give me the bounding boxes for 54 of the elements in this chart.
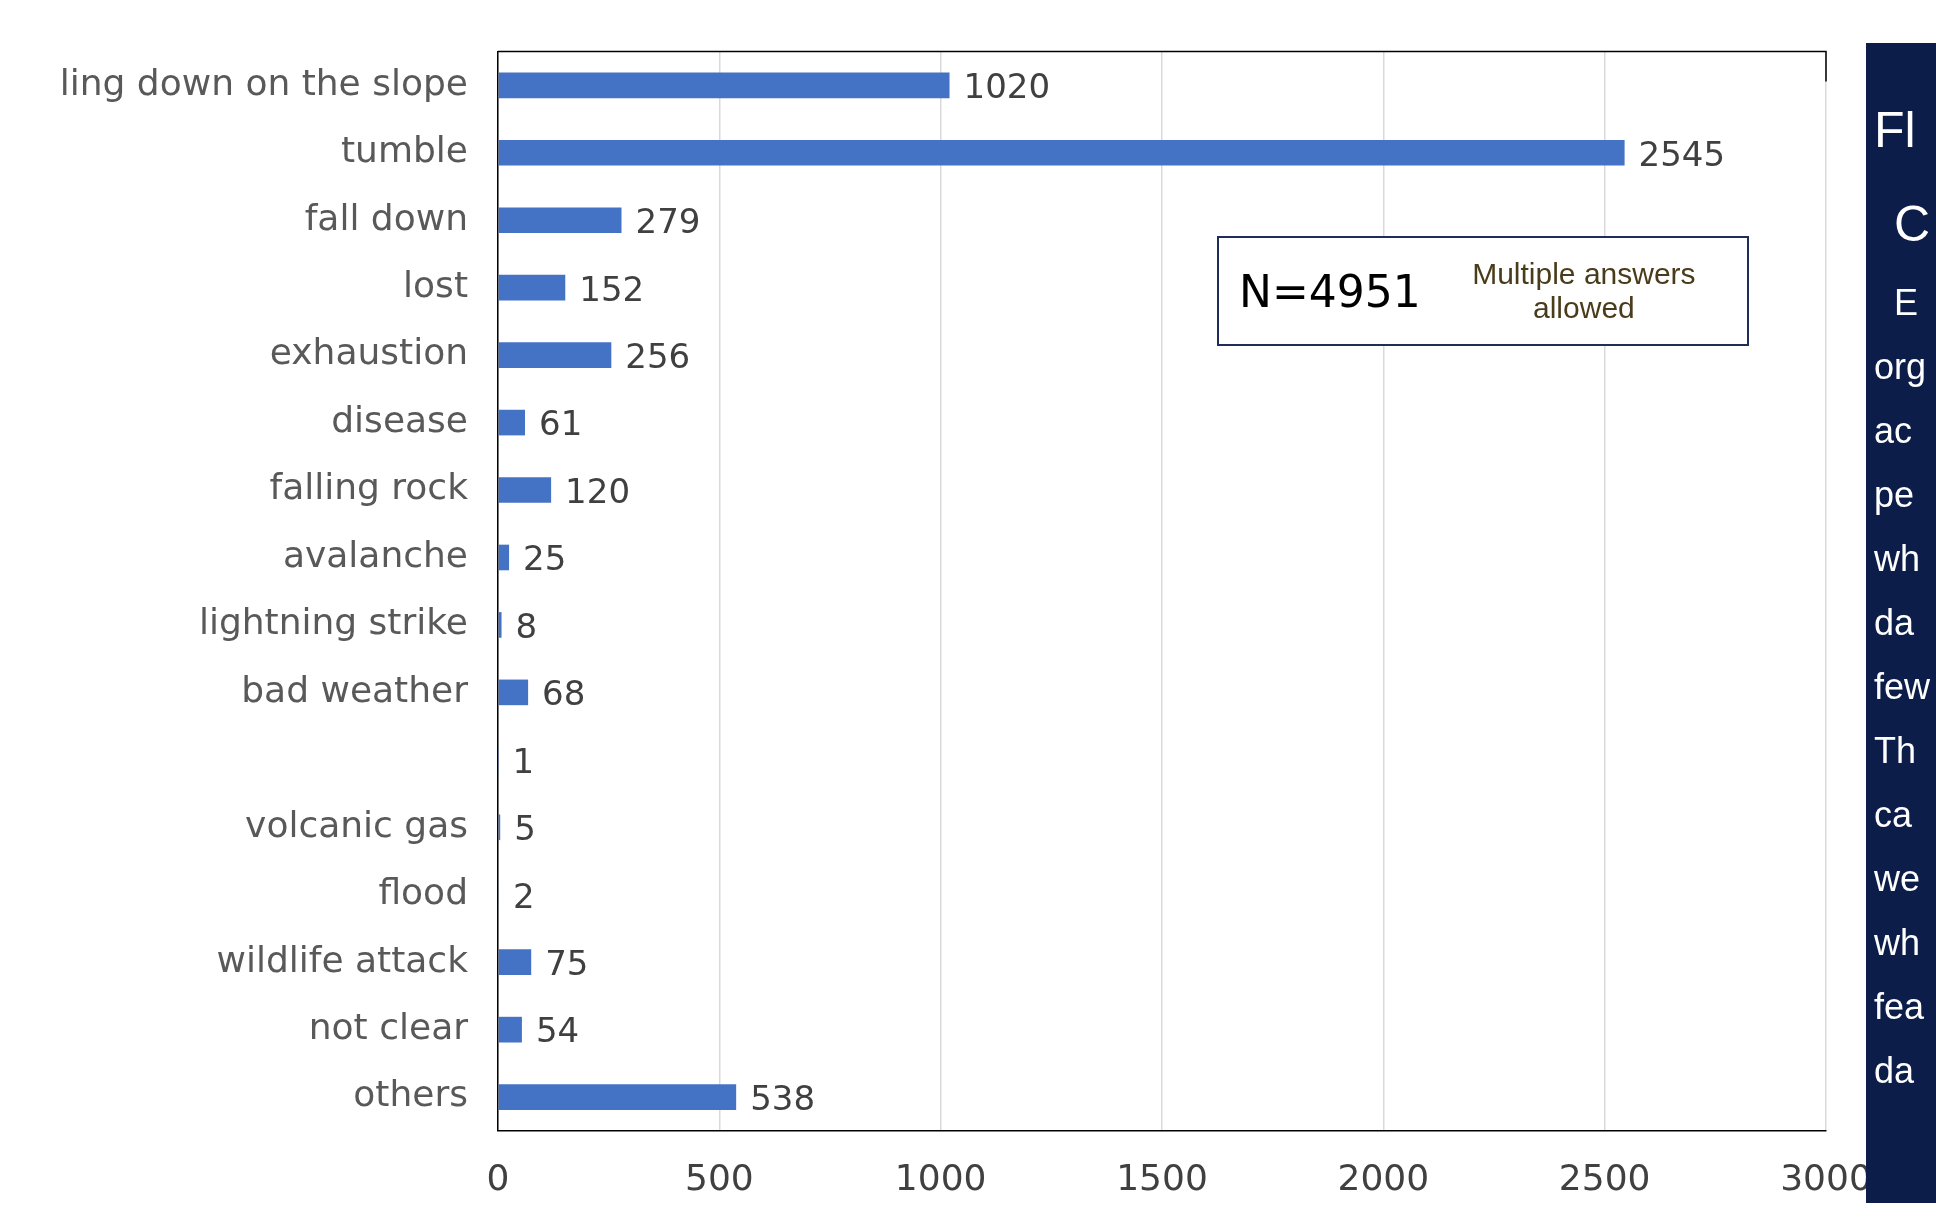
data-label: 120 (565, 470, 631, 511)
data-label: 2 (512, 875, 535, 916)
bar (498, 207, 622, 234)
bar (498, 139, 1625, 166)
x-tick-label: 1500 (1116, 1156, 1208, 1198)
data-label: 61 (539, 403, 583, 444)
annotation: Multiple answers allowed (1471, 257, 1697, 325)
data-label: 54 (535, 1010, 580, 1051)
y-tick-label: lightning strike (198, 601, 468, 643)
data-label: 538 (750, 1077, 816, 1118)
x-tick-label: 0 (486, 1156, 510, 1198)
y-tick-label: lost (403, 264, 468, 306)
data-label: 152 (579, 268, 645, 309)
bar (498, 544, 510, 571)
x-tick-label: 2000 (1337, 1156, 1430, 1198)
annotation: N=4951 (1239, 265, 1421, 317)
bar (498, 1084, 737, 1110)
y-tick-label: not clear (308, 1005, 469, 1047)
data-label: 1020 (963, 66, 1051, 107)
text-panel: Fl C E org ac pe wh da few Th ca we wh fea da (1866, 43, 1936, 1203)
x-tick-label: 1000 (894, 1156, 987, 1198)
data-label: 279 (635, 201, 701, 242)
y-tick-label: volcanic gas (245, 803, 468, 845)
bar (498, 477, 552, 503)
x-tick-label: 500 (684, 1156, 754, 1198)
y-tick-label: bad weather (241, 668, 469, 710)
data-label: 1 (512, 740, 535, 781)
bar (498, 342, 612, 368)
y-tick-label: exhaustion (269, 331, 468, 373)
y-tick-label: others (353, 1073, 468, 1115)
bar (498, 679, 529, 706)
y-tick-label: flood (378, 871, 468, 913)
y-tick-label: fall down (304, 196, 468, 238)
y-tick-label: wildlife attack (216, 938, 469, 980)
y-tick-label: ling down on the slope (59, 61, 468, 103)
data-label: 8 (515, 605, 538, 646)
y-tick-label: tumble (340, 129, 468, 171)
bar (498, 612, 502, 638)
bar (498, 1016, 522, 1043)
x-tick-label: 2500 (1558, 1156, 1651, 1198)
note-box: N=4951 Multiple answers allowed (1217, 236, 1749, 346)
data-label: 68 (542, 673, 586, 714)
y-tick-label: falling rock (269, 466, 469, 508)
data-label: 2545 (1638, 133, 1726, 174)
data-label: 75 (545, 943, 589, 983)
bar (498, 409, 525, 436)
y-tick-label: avalanche (282, 533, 468, 575)
y-tick-label: disease (331, 398, 468, 440)
bar (498, 72, 950, 99)
bar (498, 949, 532, 975)
bar (498, 274, 566, 301)
data-label: 5 (514, 808, 536, 849)
data-label: 25 (523, 538, 567, 579)
data-label: 256 (625, 335, 691, 376)
